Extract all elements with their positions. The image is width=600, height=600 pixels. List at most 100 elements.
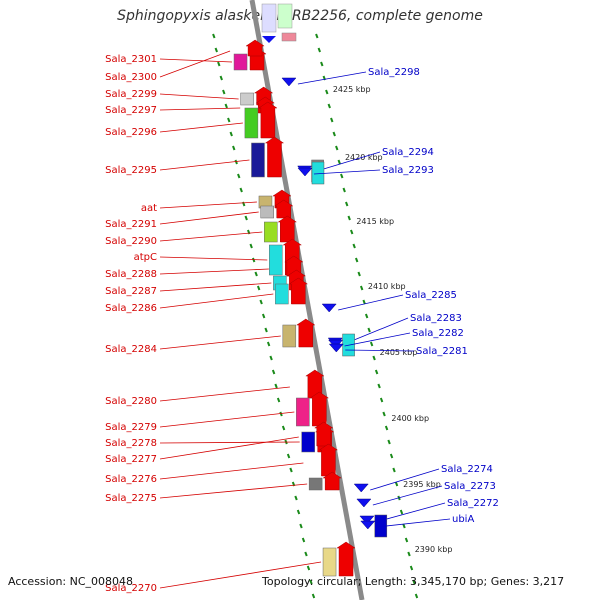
- forward-gene: Sala_2270: [105, 541, 356, 594]
- reverse-gene: Sala_2281: [328, 343, 468, 357]
- forward-arrow: [264, 136, 285, 178]
- left-track-boundary-dash: [269, 355, 273, 361]
- forward-gene: Sala_2288: [105, 255, 304, 280]
- right-track-boundary-dash: [335, 145, 339, 151]
- right-track-boundary-dash: [407, 551, 411, 557]
- forward-gene-label: Sala_2291: [105, 219, 157, 230]
- left-track-boundary-dash: [212, 33, 216, 39]
- forward-gene-label: atpC: [134, 252, 157, 263]
- left-track-boundary-dash: [229, 131, 233, 137]
- right-track-boundary-dash: [350, 229, 354, 235]
- leader-line: [159, 211, 259, 225]
- left-track-boundary-dash: [217, 61, 221, 67]
- forward-gene-label: Sala_2300: [105, 72, 157, 83]
- forward-gene-label: Sala_2295: [105, 165, 157, 176]
- right-track-boundary-dash: [369, 341, 374, 347]
- right-track-boundary-dash: [315, 33, 319, 39]
- right-track-boundary-dash: [325, 89, 329, 95]
- forward-gene: Sala_2296: [105, 101, 278, 139]
- gene-block-top: [281, 32, 297, 42]
- right-track-boundary-dash: [394, 481, 399, 487]
- genome-title: Sphingopyxis alaskensis RB2256, complete…: [117, 8, 483, 24]
- forward-arrow: [273, 199, 294, 219]
- forward-arrow: [277, 215, 298, 243]
- forward-gene-label: Sala_2270: [105, 583, 157, 594]
- leader-line: [159, 256, 268, 261]
- right-track-boundary-dash: [372, 355, 376, 361]
- right-track-boundary-dash: [327, 103, 331, 109]
- right-track-boundary-dash: [345, 201, 349, 207]
- accession-text: Accession: NC_008048: [8, 575, 134, 588]
- leader-line: [338, 294, 404, 311]
- left-track-boundary-dash: [286, 453, 291, 459]
- right-track-boundary-dash: [392, 467, 396, 473]
- right-track-boundary-dash: [357, 271, 361, 277]
- right-track-boundary-dash: [352, 243, 356, 249]
- left-track-boundary-dash: [232, 145, 236, 151]
- kbp-label: 2420 kbp: [345, 153, 383, 162]
- gene-block: [244, 107, 259, 139]
- reverse-gene: Sala_2293: [297, 161, 434, 185]
- leader-line: [159, 293, 274, 309]
- gene-block: [282, 324, 297, 348]
- leader-line: [159, 201, 257, 209]
- reverse-gene: Sala_2272: [359, 498, 499, 525]
- reverse-gene-label: Sala_2274: [441, 464, 493, 475]
- forward-gene-label: Sala_2278: [105, 438, 157, 449]
- reverse-arrow: [356, 498, 372, 508]
- reverse-gene: Sala_2298: [281, 67, 420, 87]
- forward-arrow: [322, 471, 342, 491]
- forward-gene-label: Sala_2301: [105, 54, 157, 65]
- right-track-boundary-dash: [332, 131, 336, 137]
- left-track-boundary-dash: [234, 159, 238, 165]
- left-track-boundary-dash: [281, 425, 286, 431]
- gene-block: [233, 53, 248, 71]
- reverse-gene: Sala_2285: [321, 290, 457, 313]
- right-track-boundary-dash: [399, 509, 404, 515]
- kbp-label: 2405 kbp: [380, 348, 418, 357]
- left-track-boundary-dash: [214, 47, 218, 53]
- right-track-boundary-dash: [402, 523, 406, 529]
- reverse-gene-label: Sala_2282: [412, 328, 464, 339]
- gene-block: [269, 244, 283, 276]
- reverse-gene-label: Sala_2293: [382, 165, 434, 176]
- leader-line: [159, 107, 241, 111]
- gene-block: [322, 547, 337, 577]
- forward-arrow: [288, 277, 309, 305]
- leader-line: [159, 561, 322, 589]
- leader-line: [344, 332, 411, 347]
- forward-gene-label: Sala_2297: [105, 105, 157, 116]
- forward-arrow: [336, 541, 356, 577]
- forward-arrow: [313, 421, 334, 447]
- reverse-gene-label: Sala_2285: [405, 290, 457, 301]
- forward-gene: atpC: [134, 238, 303, 276]
- leader-line: [313, 151, 381, 173]
- reverse-gene: Sala_2274: [353, 464, 493, 493]
- left-track-boundary-dash: [219, 75, 223, 81]
- forward-gene: Sala_2299: [105, 86, 274, 106]
- forward-gene-label: Sala_2286: [105, 303, 157, 314]
- leader-line: [375, 502, 446, 523]
- leader-line: [297, 71, 367, 85]
- kbp-label: 2395 kbp: [403, 480, 441, 489]
- reverse-arrow: [281, 77, 297, 87]
- left-track-boundary-dash: [299, 523, 303, 529]
- forward-gene: Sala_2276: [105, 443, 339, 485]
- reverse-gene-label: Sala_2298: [368, 67, 420, 78]
- left-track-boundary-dash: [227, 117, 231, 123]
- right-track-boundary-dash: [362, 299, 366, 305]
- gene-block: [264, 221, 278, 243]
- reverse-gene-label: ubiA: [452, 514, 474, 525]
- forward-gene-label: aat: [141, 203, 157, 214]
- gene-block: [308, 477, 323, 491]
- leader-line: [344, 317, 409, 345]
- left-track-boundary-dash: [309, 579, 313, 585]
- forward-gene-label: Sala_2287: [105, 286, 157, 297]
- forward-gene: Sala_2275: [105, 471, 342, 504]
- leader-line: [159, 441, 300, 444]
- leader-line: [159, 386, 290, 402]
- left-track-boundary-dash: [222, 89, 226, 95]
- right-track-boundary-dash: [409, 565, 414, 571]
- right-track-boundary-dash: [367, 327, 371, 333]
